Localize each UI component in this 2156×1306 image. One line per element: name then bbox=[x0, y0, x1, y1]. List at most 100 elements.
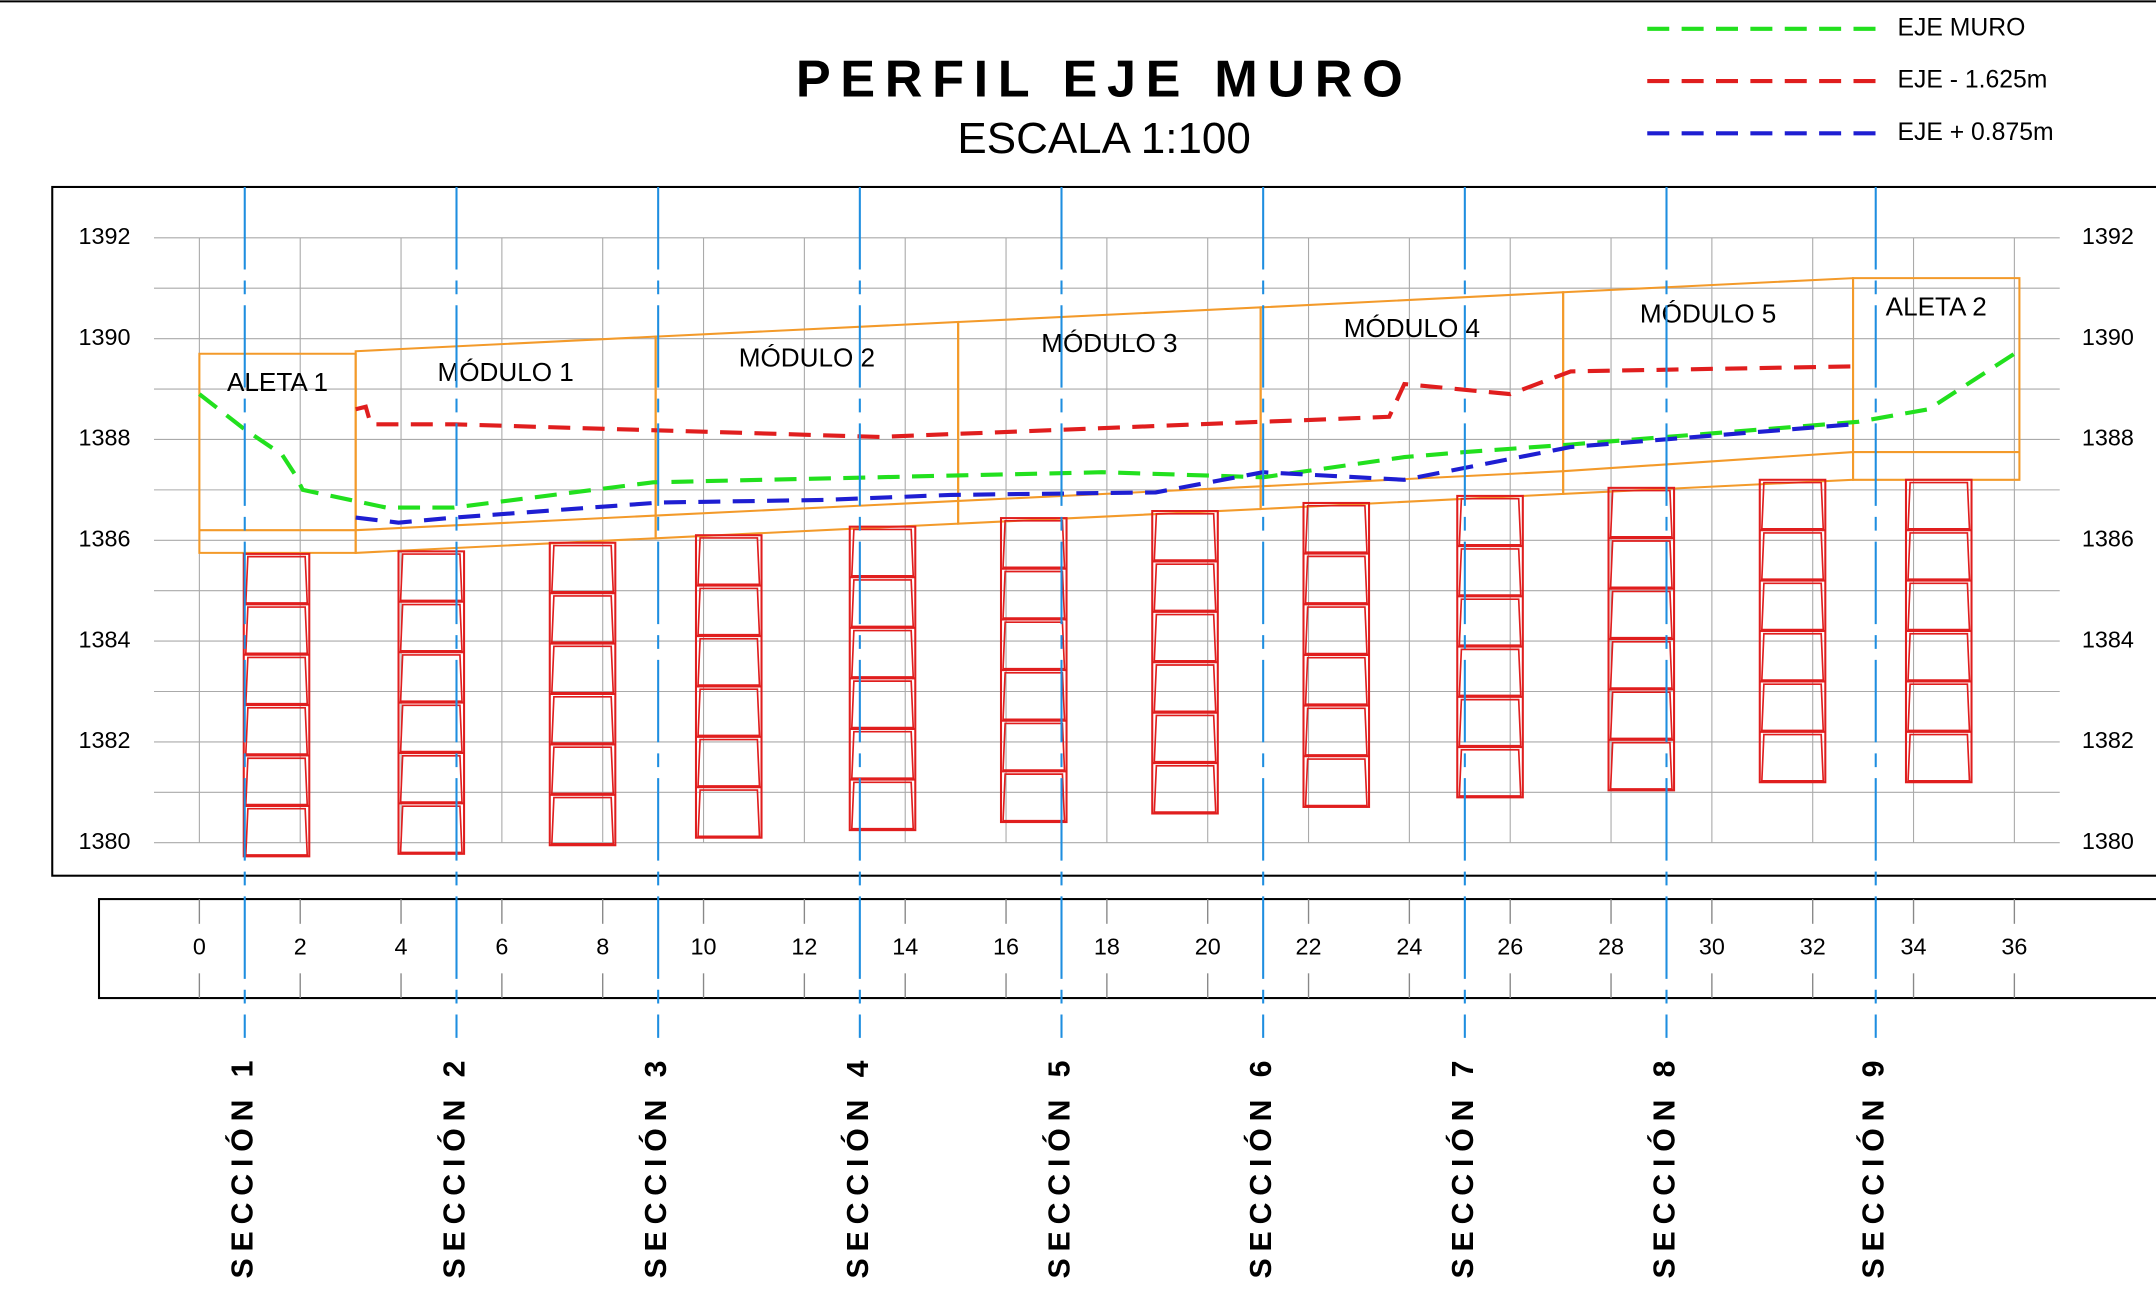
block bbox=[1760, 733, 1825, 782]
block bbox=[399, 805, 463, 854]
block bbox=[1304, 656, 1368, 706]
block bbox=[1907, 632, 1971, 681]
module-inner-line bbox=[655, 499, 959, 517]
block bbox=[850, 579, 915, 628]
block bbox=[1153, 714, 1217, 763]
x-tick-label: 24 bbox=[1396, 934, 1422, 960]
y-tick-label-right: 1386 bbox=[2082, 525, 2134, 551]
block bbox=[1153, 764, 1217, 813]
y-tick-label: 1388 bbox=[79, 425, 131, 451]
y-tick-label-right: 1382 bbox=[2082, 727, 2134, 753]
x-tick-label: 36 bbox=[2001, 934, 2027, 960]
legend-label: EJE - 1.625m bbox=[1898, 67, 2048, 94]
module-inner-line bbox=[1260, 470, 1564, 488]
section-label: SECCIÓN 6 bbox=[1244, 1054, 1278, 1279]
block bbox=[399, 704, 463, 753]
x-tick-label: 32 bbox=[1800, 934, 1826, 960]
module-label: MÓDULO 1 bbox=[437, 357, 573, 387]
x-tick-label: 12 bbox=[791, 934, 817, 960]
module-inner-line bbox=[958, 485, 1261, 502]
block bbox=[1002, 671, 1066, 721]
block bbox=[697, 738, 761, 787]
block bbox=[1609, 540, 1673, 589]
y-tick-label-right: 1384 bbox=[2082, 626, 2134, 652]
y-tick-label: 1382 bbox=[79, 727, 131, 753]
block bbox=[1458, 698, 1522, 747]
module-inner-line bbox=[1563, 451, 1854, 473]
x-tick-label: 2 bbox=[294, 934, 307, 960]
block bbox=[1002, 520, 1066, 569]
series-line bbox=[198, 352, 2016, 510]
block bbox=[1609, 489, 1673, 538]
y-tick-label-right: 1392 bbox=[2082, 223, 2134, 249]
block bbox=[399, 603, 463, 652]
block bbox=[697, 587, 761, 636]
x-tick-label: 16 bbox=[993, 934, 1019, 960]
section-label: SECCIÓN 5 bbox=[1042, 1054, 1076, 1279]
block bbox=[1304, 555, 1368, 604]
block bbox=[850, 528, 915, 577]
x-tick-label: 34 bbox=[1901, 934, 1927, 960]
section-label: SECCIÓN 2 bbox=[437, 1054, 471, 1279]
y-tick-label-right: 1390 bbox=[2082, 324, 2134, 350]
block bbox=[550, 796, 615, 845]
block bbox=[1458, 598, 1522, 647]
series-line bbox=[355, 364, 1854, 440]
block bbox=[1458, 648, 1522, 697]
title: PERFIL EJE MURO bbox=[796, 50, 1413, 108]
block bbox=[1458, 548, 1522, 596]
block bbox=[1002, 570, 1066, 619]
y-tick-label: 1390 bbox=[79, 324, 131, 350]
block bbox=[1760, 683, 1825, 732]
block bbox=[244, 757, 309, 806]
x-tick-label: 8 bbox=[596, 934, 609, 960]
block bbox=[1002, 722, 1066, 771]
y-tick-label: 1380 bbox=[79, 828, 131, 854]
x-tick-label: 4 bbox=[395, 934, 408, 960]
block bbox=[1458, 497, 1522, 546]
block bbox=[550, 595, 615, 644]
x-tick-label: 26 bbox=[1497, 934, 1523, 960]
plot-frame bbox=[51, 185, 2156, 877]
block bbox=[1907, 683, 1971, 732]
module-label: MÓDULO 3 bbox=[1041, 328, 1177, 358]
section-label: SECCIÓN 7 bbox=[1446, 1054, 1480, 1279]
block bbox=[1609, 640, 1673, 689]
block bbox=[697, 537, 761, 586]
block bbox=[1002, 773, 1066, 822]
block bbox=[1458, 749, 1522, 797]
block bbox=[1907, 582, 1971, 631]
y-tick-label-right: 1380 bbox=[2082, 828, 2134, 854]
x-tick-label: 30 bbox=[1699, 934, 1725, 960]
module-label: ALETA 2 bbox=[1886, 291, 1987, 321]
block bbox=[1760, 532, 1825, 581]
block bbox=[697, 688, 761, 737]
block bbox=[244, 656, 309, 705]
block bbox=[244, 555, 309, 604]
block bbox=[244, 807, 309, 856]
block bbox=[697, 789, 761, 838]
block bbox=[1304, 707, 1368, 756]
block bbox=[1304, 606, 1368, 655]
block bbox=[1907, 733, 1971, 782]
block bbox=[1760, 481, 1825, 530]
block bbox=[850, 781, 915, 830]
block bbox=[244, 606, 309, 655]
legend-label: EJE MURO bbox=[1898, 14, 2026, 41]
series-line bbox=[355, 422, 1854, 525]
block bbox=[1760, 582, 1825, 631]
y-tick-label: 1392 bbox=[79, 223, 131, 249]
block bbox=[550, 544, 615, 593]
module-label: MÓDULO 5 bbox=[1640, 298, 1776, 328]
block bbox=[1907, 532, 1971, 581]
section-label: SECCIÓN 9 bbox=[1857, 1054, 1891, 1279]
x-tick-label: 0 bbox=[193, 934, 206, 960]
x-tick-label: 22 bbox=[1296, 934, 1322, 960]
legend-label: EJE + 0.875m bbox=[1898, 119, 2054, 146]
block bbox=[850, 680, 915, 729]
block bbox=[1153, 613, 1217, 662]
block bbox=[550, 645, 615, 694]
x-tick-label: 6 bbox=[495, 934, 508, 960]
block bbox=[1907, 481, 1971, 530]
